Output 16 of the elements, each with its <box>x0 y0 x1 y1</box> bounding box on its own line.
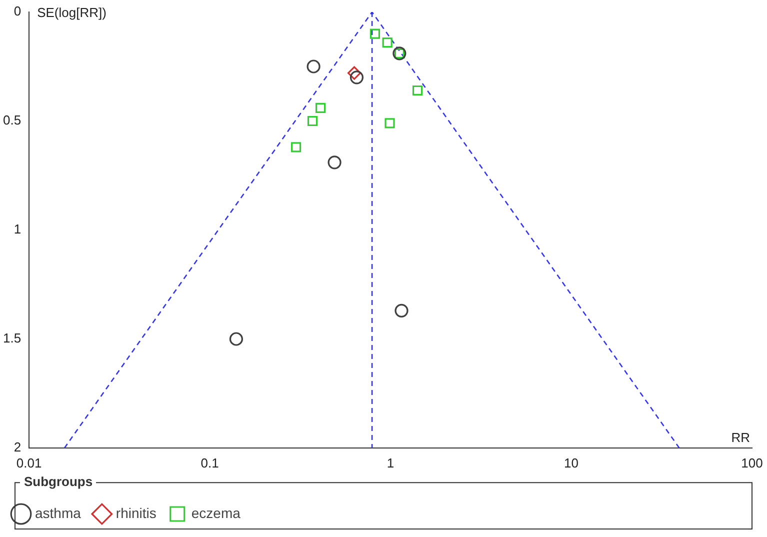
x-tick-label: 10 <box>564 455 578 470</box>
legend-label: eczema <box>191 504 241 521</box>
y-axis-title: SE(log[RR]) <box>37 5 106 20</box>
y-tick-label: 1 <box>14 222 22 237</box>
y-tick-label: 2 <box>14 440 22 455</box>
x-axis-title: RR <box>731 430 750 446</box>
x-tick-label: 0.1 <box>200 455 219 470</box>
y-tick-label: 1.5 <box>2 330 22 346</box>
x-tick-label: 1 <box>386 455 394 470</box>
y-tick-label: 0 <box>14 4 22 19</box>
y-tick-label: 0.5 <box>2 112 22 128</box>
x-tick-label: 0.01 <box>16 455 42 470</box>
legend-title: Subgroups <box>24 474 93 490</box>
legend-label: rhinitis <box>116 504 156 521</box>
x-tick-label: 100 <box>741 455 763 470</box>
legend-label: asthma <box>35 504 82 521</box>
